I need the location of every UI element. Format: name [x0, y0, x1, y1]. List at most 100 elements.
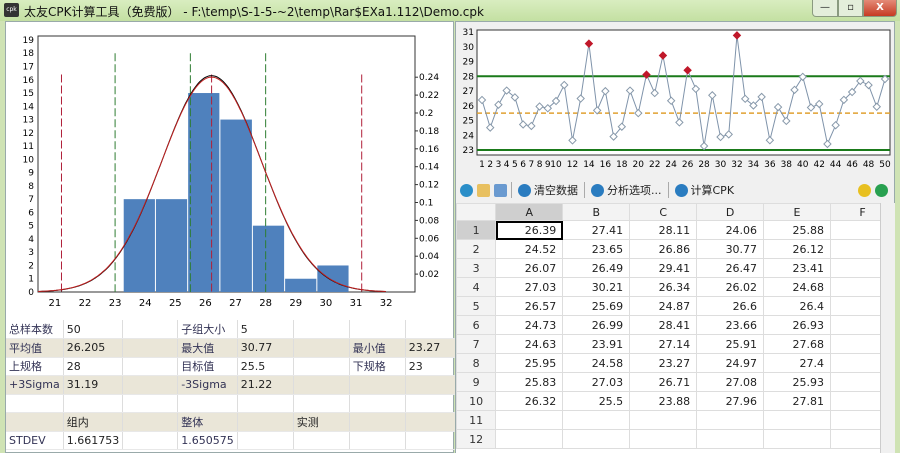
row-header[interactable]: 7 — [456, 334, 497, 354]
grid-cell[interactable]: 27.68 — [763, 334, 831, 354]
open-folder-icon[interactable] — [477, 183, 490, 197]
grid-cell[interactable] — [696, 429, 765, 449]
column-header[interactable]: C — [629, 203, 698, 221]
grid-cell[interactable]: 25.69 — [562, 296, 631, 316]
grid-cell[interactable] — [629, 410, 698, 430]
x-tick-label: 20 — [633, 160, 645, 170]
column-header[interactable]: D — [696, 203, 765, 221]
grid-cell[interactable]: 23.88 — [629, 391, 698, 411]
stats-cell: 下规格 — [349, 357, 406, 376]
grid-cell[interactable]: 25.88 — [763, 220, 831, 240]
row-header[interactable]: 2 — [456, 239, 497, 259]
calculate-cpk-button[interactable]: 计算CPK — [673, 182, 737, 198]
row-header[interactable]: 5 — [456, 296, 497, 316]
grid-cell[interactable]: 25.91 — [696, 334, 765, 354]
grid-cell[interactable] — [495, 429, 564, 449]
new-file-icon[interactable] — [460, 183, 473, 197]
grid-cell[interactable]: 23.41 — [763, 258, 831, 278]
grid-cell[interactable]: 30.77 — [696, 239, 765, 259]
grid-cell[interactable]: 26.39 — [495, 220, 564, 240]
grid-cell[interactable]: 28.41 — [629, 315, 698, 335]
stats-row: 组内 整体 实测 — [6, 412, 461, 432]
row-header[interactable]: 9 — [456, 372, 497, 392]
grid-cell[interactable]: 24.73 — [495, 315, 564, 335]
grid-cell[interactable]: 24.68 — [763, 277, 831, 297]
grid-cell[interactable]: 26.93 — [763, 315, 831, 335]
grid-cell[interactable]: 27.41 — [562, 220, 631, 240]
column-header[interactable]: A — [495, 203, 564, 221]
x-tick-label: 26 — [682, 160, 694, 170]
grid-cell[interactable]: 26.07 — [495, 258, 564, 278]
save-icon[interactable] — [494, 183, 507, 197]
corner-cell[interactable] — [456, 203, 497, 221]
row-header[interactable]: 12 — [456, 429, 497, 449]
stats-cell: 最大值 — [177, 338, 238, 358]
grid-cell[interactable]: 26.02 — [696, 277, 765, 297]
data-grid[interactable]: A B C D E F 1 26.39 27.41 28.11 24.06 25.88 2 24.52 23… — [456, 203, 895, 453]
grid-cell[interactable]: 27.03 — [562, 372, 631, 392]
stats-cell: +3Sigma — [6, 375, 64, 395]
grid-cell[interactable]: 30.21 — [562, 277, 631, 297]
row-header[interactable]: 6 — [456, 315, 497, 335]
minimize-button[interactable]: — — [812, 0, 838, 17]
grid-cell[interactable]: 27.08 — [696, 372, 765, 392]
grid-cell[interactable] — [763, 429, 831, 449]
grid-cell[interactable] — [629, 429, 698, 449]
data-point — [773, 102, 783, 112]
row-header[interactable]: 1 — [456, 220, 497, 240]
stats-row: 总样本数 50 子组大小 5 — [6, 320, 461, 339]
row-header[interactable]: 4 — [456, 277, 497, 297]
vertical-scrollbar[interactable] — [880, 203, 895, 453]
grid-cell[interactable]: 26.47 — [696, 258, 765, 278]
grid-cell[interactable]: 25.83 — [495, 372, 564, 392]
grid-cell[interactable]: 24.58 — [562, 353, 631, 373]
grid-cell[interactable]: 25.93 — [763, 372, 831, 392]
grid-cell[interactable] — [562, 410, 631, 430]
grid-cell[interactable]: 23.65 — [562, 239, 631, 259]
column-header[interactable]: E — [763, 203, 831, 221]
grid-cell[interactable]: 24.63 — [495, 334, 564, 354]
grid-cell[interactable]: 26.86 — [629, 239, 698, 259]
grid-cell[interactable]: 26.71 — [629, 372, 698, 392]
warning-icon[interactable] — [858, 183, 871, 197]
row-header[interactable]: 3 — [456, 258, 497, 278]
grid-cell[interactable]: 26.32 — [495, 391, 564, 411]
grid-cell[interactable]: 27.4 — [763, 353, 831, 373]
data-point — [642, 70, 651, 79]
row-header[interactable]: 8 — [456, 353, 497, 373]
grid-cell[interactable]: 28.11 — [629, 220, 698, 240]
grid-cell[interactable]: 26.4 — [763, 296, 831, 316]
grid-cell[interactable]: 25.5 — [562, 391, 631, 411]
grid-cell[interactable]: 26.99 — [562, 315, 631, 335]
row-header[interactable]: 11 — [456, 410, 497, 430]
grid-cell[interactable]: 23.27 — [629, 353, 698, 373]
analysis-options-button[interactable]: 分析选项... — [589, 182, 664, 198]
grid-cell[interactable]: 27.96 — [696, 391, 765, 411]
grid-cell[interactable]: 23.91 — [562, 334, 631, 354]
grid-cell[interactable]: 24.52 — [495, 239, 564, 259]
grid-cell[interactable] — [763, 410, 831, 430]
close-button[interactable]: X — [863, 0, 897, 17]
grid-cell[interactable]: 26.6 — [696, 296, 765, 316]
grid-cell[interactable]: 24.06 — [696, 220, 765, 240]
grid-cell[interactable]: 25.95 — [495, 353, 564, 373]
grid-cell[interactable] — [696, 410, 765, 430]
grid-cell[interactable]: 23.66 — [696, 315, 765, 335]
grid-cell[interactable]: 26.49 — [562, 258, 631, 278]
mail-icon[interactable] — [875, 183, 888, 197]
grid-cell[interactable]: 24.97 — [696, 353, 765, 373]
grid-cell[interactable]: 26.34 — [629, 277, 698, 297]
maximize-button[interactable]: ▫ — [838, 0, 863, 17]
grid-cell[interactable] — [562, 429, 631, 449]
grid-cell[interactable]: 24.87 — [629, 296, 698, 316]
grid-cell[interactable]: 27.03 — [495, 277, 564, 297]
clear-data-button[interactable]: 清空数据 — [516, 182, 580, 198]
grid-cell[interactable]: 27.81 — [763, 391, 831, 411]
grid-cell[interactable]: 26.57 — [495, 296, 564, 316]
column-header[interactable]: B — [562, 203, 631, 221]
row-header[interactable]: 10 — [456, 391, 497, 411]
grid-cell[interactable]: 27.14 — [629, 334, 698, 354]
grid-cell[interactable]: 29.41 — [629, 258, 698, 278]
grid-cell[interactable]: 26.12 — [763, 239, 831, 259]
grid-cell[interactable] — [495, 410, 564, 430]
